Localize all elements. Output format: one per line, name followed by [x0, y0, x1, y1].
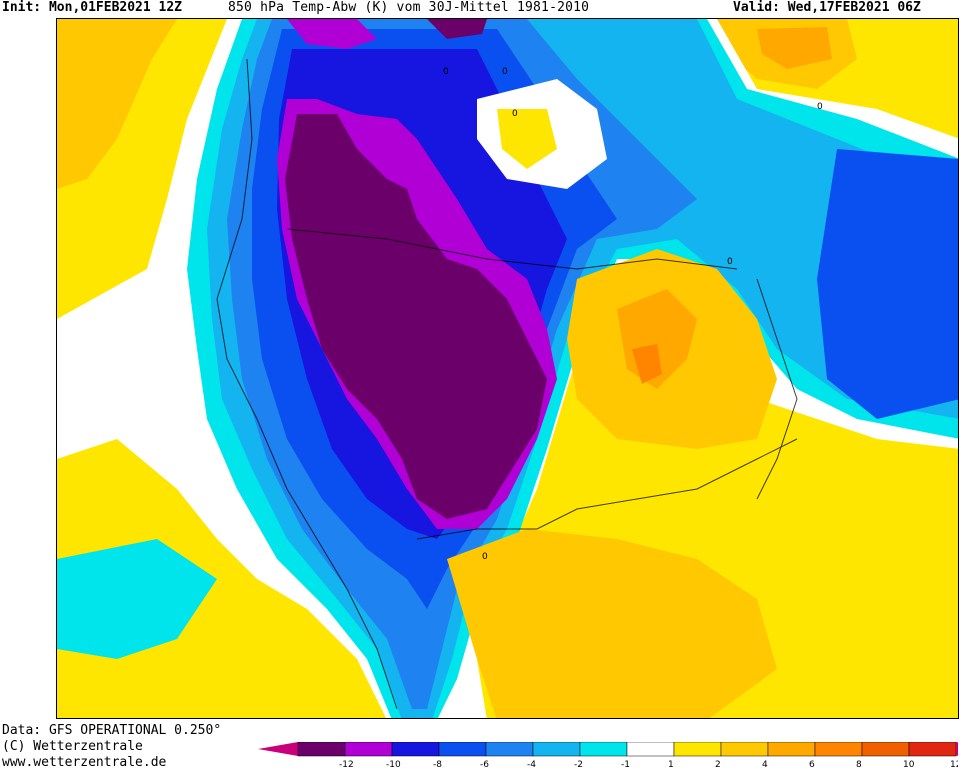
colorbar-swatch — [673, 742, 722, 757]
header-bar: Init: Mon,01FEB2021 12Z 850 hPa Temp-Abw… — [0, 0, 966, 18]
init-time: Init: Mon,01FEB2021 12Z — [2, 0, 183, 15]
colorbar-tick-label: -2 — [574, 760, 583, 770]
colorbar-tick-label: 8 — [856, 760, 862, 770]
hot-patch-north — [757, 27, 832, 69]
map-title: 850 hPa Temp-Abw (K) vom 30J-Mittel 1981… — [228, 0, 590, 15]
cold-patch-east — [817, 149, 958, 419]
colorbar-tick-label: -1 — [621, 760, 630, 770]
cold-patch-southwest — [57, 539, 217, 659]
colorbar-tick-label: 2 — [715, 760, 721, 770]
deep-cold-core — [285, 114, 547, 519]
colorbar-legend: -12-10-8-6-4-2-1124681012 — [258, 742, 958, 770]
colorbar-swatch — [344, 742, 393, 757]
colorbar-swatch — [720, 742, 769, 757]
colorbar-swatch — [814, 742, 863, 757]
colorbar-swatch — [908, 742, 957, 757]
colorbar-tick-label: -10 — [386, 760, 401, 770]
copyright: (C) Wetterzentrale — [2, 739, 143, 754]
contour-label: 0 — [512, 109, 518, 119]
colorbar-tick-label: 10 — [903, 760, 915, 770]
warm-island-north — [497, 109, 557, 169]
colorbar-swatch — [626, 742, 675, 757]
warm-region-south — [447, 529, 777, 718]
west-coastline — [216, 58, 398, 710]
contour-label: 0 — [817, 102, 823, 112]
anomaly-map[interactable]: 0 0 0 0 0 0 — [56, 18, 959, 719]
map-canvas: 0 0 0 0 0 0 — [57, 19, 958, 718]
gulf-coastline — [416, 438, 798, 540]
contour-labels: 0 0 0 0 0 0 — [443, 67, 823, 562]
colorbar-swatch — [438, 742, 487, 757]
contour-label: 0 — [482, 552, 488, 562]
data-source: Data: GFS OPERATIONAL 0.250° — [2, 723, 222, 738]
very-cold-arm — [287, 19, 377, 49]
colorbar-tick-label: -4 — [527, 760, 536, 770]
colorbar-arrow-high — [956, 742, 958, 756]
colorbar-swatch — [485, 742, 534, 757]
east-coastline — [756, 278, 798, 500]
warm-patch-west — [57, 19, 177, 189]
colorbar-swatches — [258, 742, 958, 757]
colorbar-tick-label: 4 — [762, 760, 768, 770]
contour-label: 0 — [443, 67, 449, 77]
contour-label: 0 — [502, 67, 508, 77]
valid-time: Valid: Wed,17FEB2021 06Z — [733, 0, 921, 15]
colorbar-tick-label: 6 — [809, 760, 815, 770]
colorbar-swatch — [861, 742, 910, 757]
colorbar-swatch — [579, 742, 628, 757]
colorbar-arrow-low — [258, 742, 298, 756]
us-canada-border — [286, 228, 738, 270]
colorbar-swatch — [297, 742, 346, 757]
colorbar-swatch — [391, 742, 440, 757]
colorbar-swatch — [767, 742, 816, 757]
colorbar-tick-label: 12 — [950, 760, 958, 770]
deep-cold-top — [427, 19, 487, 39]
hot-core-east — [632, 344, 662, 384]
colorbar-tick-label: -6 — [480, 760, 489, 770]
colorbar-ticks: -12-10-8-6-4-2-1124681012 — [339, 760, 958, 770]
colorbar-tick-label: -12 — [339, 760, 354, 770]
coastline-layer — [216, 58, 798, 710]
contour-label: 0 — [727, 257, 733, 267]
website-link[interactable]: www.wetterzentrale.de — [2, 755, 167, 770]
colorbar-tick-label: -8 — [433, 760, 442, 770]
colorbar-tick-label: 1 — [668, 760, 674, 770]
colorbar-swatch — [532, 742, 581, 757]
